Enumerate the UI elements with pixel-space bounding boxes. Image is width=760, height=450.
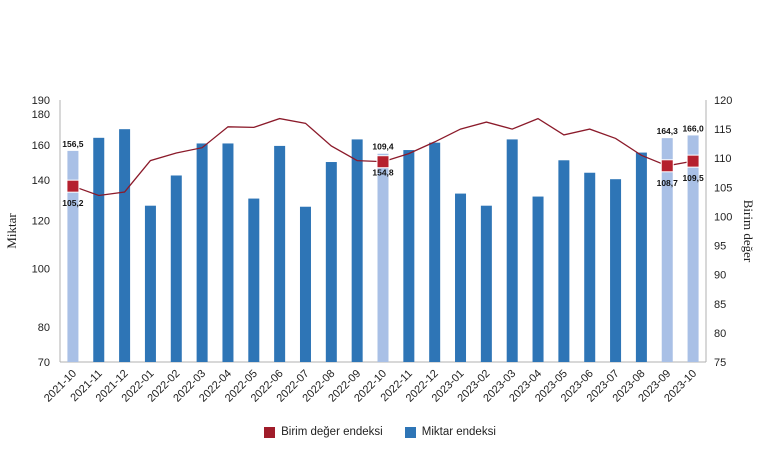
bar [325, 162, 337, 362]
bar [248, 198, 260, 362]
legend-label-unit-value: Birim değer endeksi [281, 426, 383, 438]
bar-data-label: 166,0 [682, 123, 704, 133]
right-tick-label: 80 [714, 328, 726, 340]
bar [584, 172, 596, 362]
right-tick-label: 75 [714, 357, 726, 369]
right-tick-label: 100 [714, 211, 732, 223]
legend-swatch-unit-value [264, 426, 276, 438]
bar [274, 145, 286, 362]
bar [119, 129, 131, 362]
left-tick-label: 160 [32, 140, 50, 152]
bar [480, 205, 492, 362]
line-data-label: 109,5 [682, 173, 704, 183]
bar [558, 160, 570, 362]
left-tick-label: 180 [32, 109, 50, 121]
right-axis-title: Birim değer [741, 200, 756, 263]
bar [196, 143, 208, 362]
right-tick-label: 110 [714, 153, 732, 165]
bar [506, 139, 518, 362]
bar [610, 179, 622, 362]
bar [403, 150, 415, 362]
right-tick-label: 90 [714, 270, 726, 282]
bar-series [67, 129, 699, 362]
right-tick-label: 115 [714, 124, 732, 136]
bar [144, 205, 156, 362]
bar [299, 206, 311, 362]
legend: Birim değer endeksi Miktar endeksi [0, 426, 760, 438]
bar-data-label: 156,5 [62, 139, 84, 149]
bar-data-label: 164,3 [657, 126, 679, 136]
bar [455, 193, 467, 362]
bar [429, 142, 441, 362]
right-tick-label: 120 [714, 95, 732, 107]
left-tick-label: 100 [32, 263, 50, 275]
bar [635, 152, 647, 362]
bar-data-label: 154,8 [372, 168, 394, 178]
left-tick-label: 120 [32, 216, 50, 228]
left-tick-label: 70 [38, 357, 50, 369]
line-marker [66, 179, 80, 193]
bar [377, 153, 389, 362]
bar [170, 175, 182, 362]
left-tick-label: 80 [38, 322, 50, 334]
data-labels: 156,5 105,2 154,8 109,4 164,3 108,7 166,0 109,5 [62, 123, 704, 208]
combo-chart: 156,5 105,2 154,8 109,4 164,3 108,7 166,0 109,5… [4, 95, 756, 405]
left-tick-label: 190 [32, 95, 50, 107]
bar [93, 137, 105, 362]
line-data-label: 108,7 [657, 178, 679, 188]
line-series [66, 117, 700, 197]
line-data-label: 105,2 [62, 198, 84, 208]
legend-item-unit-value: Birim değer endeksi [264, 426, 383, 438]
left-axis-title: Miktar [4, 213, 19, 249]
bar [687, 135, 699, 362]
bar [222, 143, 234, 362]
legend-item-quantity: Miktar endeksi [404, 426, 496, 438]
bar [532, 196, 544, 362]
right-tick-label: 85 [714, 299, 726, 311]
bar [661, 138, 673, 362]
left-tick-label: 140 [32, 175, 50, 187]
legend-swatch-quantity [404, 426, 416, 438]
legend-label-quantity: Miktar endeksi [421, 426, 496, 438]
line-marker [686, 154, 700, 168]
bar [67, 150, 79, 362]
right-tick-label: 105 [714, 182, 732, 194]
line-data-label: 109,4 [372, 142, 394, 152]
line-marker [660, 159, 674, 173]
right-tick-label: 95 [714, 241, 726, 253]
line-marker [376, 155, 390, 169]
bar [351, 139, 363, 362]
